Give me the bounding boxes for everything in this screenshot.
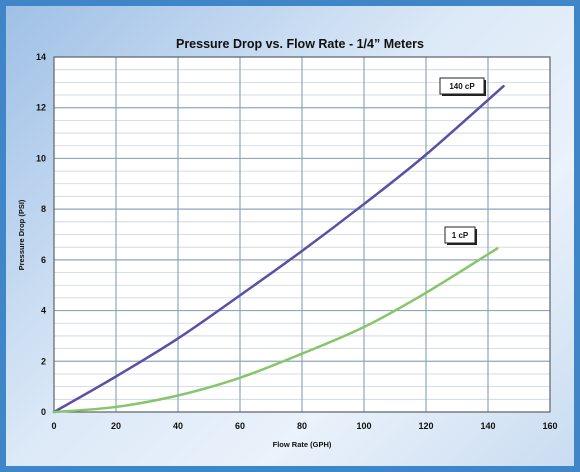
- y-tick-label: 8: [41, 204, 46, 214]
- x-tick-label: 140: [480, 421, 495, 431]
- legend-label: 1 cP: [452, 231, 469, 240]
- y-tick-label: 12: [36, 103, 46, 113]
- x-tick-label: 60: [235, 421, 245, 431]
- x-tick-label: 100: [356, 421, 371, 431]
- x-tick-label: 0: [51, 421, 56, 431]
- x-tick-label: 40: [173, 421, 183, 431]
- x-tick-label: 80: [297, 421, 307, 431]
- y-tick-label: 6: [41, 255, 46, 265]
- chart-title: Pressure Drop vs. Flow Rate - 1/4” Meter…: [176, 37, 424, 51]
- x-tick-label: 120: [418, 421, 433, 431]
- x-axis-label: Flow Rate (GPH): [273, 440, 332, 449]
- y-axis-label: Pressure Drop (PSI): [17, 199, 26, 270]
- y-tick-label: 10: [36, 153, 46, 163]
- x-tick-label: 160: [542, 421, 557, 431]
- y-tick-label: 4: [41, 306, 46, 316]
- y-tick-label: 0: [41, 407, 46, 417]
- y-tick-label: 14: [36, 52, 46, 62]
- x-tick-label: 20: [111, 421, 121, 431]
- legend-label: 140 cP: [449, 82, 475, 91]
- y-tick-label: 2: [41, 356, 46, 366]
